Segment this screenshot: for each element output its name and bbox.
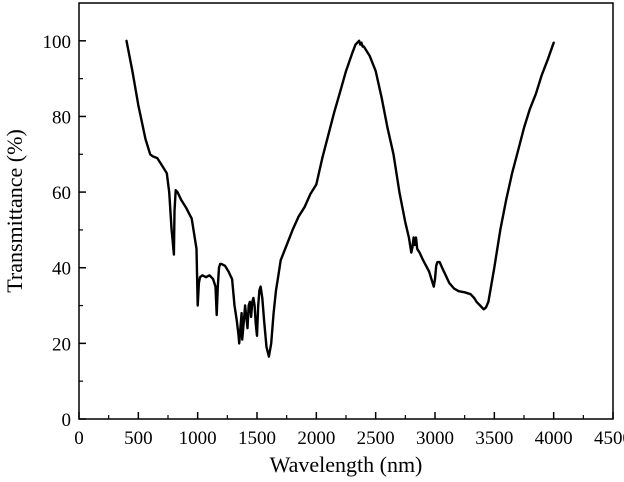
y-tick-label: 20 [52,334,71,355]
y-tick-label: 80 [52,107,71,128]
y-tick-label: 60 [52,183,71,204]
x-axis-title: Wavelength (nm) [270,452,423,477]
plot-frame [78,2,614,420]
x-tick-label: 0 [74,428,84,449]
y-tick-label: 100 [43,32,72,53]
x-tick-label: 1500 [238,428,276,449]
x-tick-label: 2500 [357,428,395,449]
transmittance-curve [125,39,555,358]
x-tick-label: 2000 [297,428,335,449]
y-tick-label: 0 [62,410,72,431]
y-tick-label: 40 [52,259,71,280]
x-tick-label: 500 [124,428,153,449]
x-tick-label: 3000 [416,428,454,449]
x-tick-label: 3500 [475,428,513,449]
y-axis: 0 20 40 60 80 100 [43,32,86,431]
x-tick-label: 1000 [179,428,217,449]
x-tick-label: 4000 [535,428,573,449]
y-axis-title: Transmittance (%) [2,129,27,293]
